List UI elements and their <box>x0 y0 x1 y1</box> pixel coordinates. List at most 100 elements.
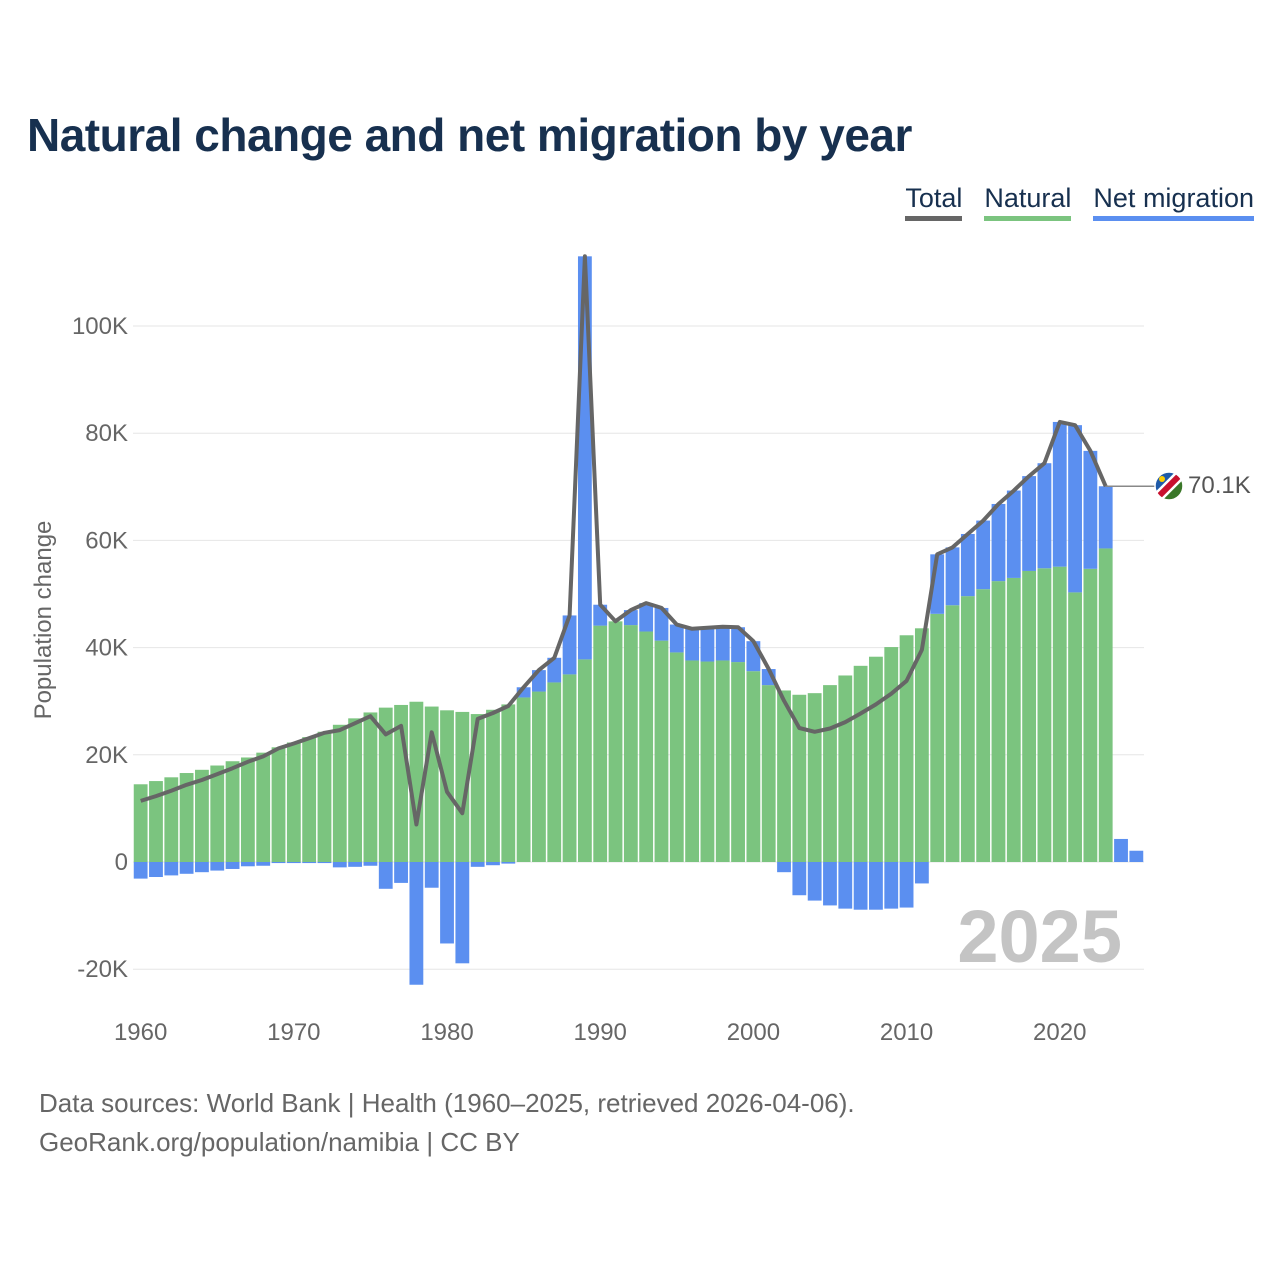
natural-bar <box>286 742 301 862</box>
natural-bar <box>899 635 914 862</box>
natural-bar <box>332 724 347 862</box>
y-tick-labels: -20K 0 20K 40K 60K 80K 100K <box>72 313 128 983</box>
natural-bar <box>1006 577 1021 862</box>
natural-bar <box>884 647 899 862</box>
natural-bar <box>731 662 745 862</box>
total-line <box>140 254 1108 827</box>
natural-bar <box>639 631 654 862</box>
natural-bar <box>960 596 975 862</box>
migration-bar <box>256 862 271 866</box>
migration-bar <box>409 862 424 985</box>
natural-bar <box>1052 566 1067 862</box>
natural-bar <box>807 693 822 862</box>
natural-bar <box>1098 548 1113 862</box>
migration-bar <box>777 862 791 873</box>
natural-bar <box>700 661 715 862</box>
migration-bar <box>945 547 960 606</box>
migration-bar <box>1129 850 1144 862</box>
legend-total[interactable]: Total <box>905 182 963 221</box>
natural-bar <box>164 777 179 862</box>
migration-bar <box>700 627 715 662</box>
migration-bar <box>424 862 439 888</box>
natural-bar <box>715 660 730 862</box>
natural-bar <box>991 581 1006 862</box>
migration-bar <box>286 862 301 864</box>
migration-bar <box>1052 421 1067 567</box>
end-value-label: 70.1K <box>1188 472 1251 499</box>
migration-bar <box>639 603 654 632</box>
y-tick-label: 0 <box>115 849 128 876</box>
legend-net-migration[interactable]: Net migration <box>1093 182 1254 221</box>
migration-bar <box>547 657 562 683</box>
natural-bar <box>179 773 194 862</box>
migration-bar <box>807 862 822 901</box>
migration-bar <box>577 256 592 660</box>
natural-bar <box>256 752 271 862</box>
natural-bar <box>823 685 837 862</box>
natural-bar <box>547 682 562 862</box>
migration-bar <box>869 862 883 910</box>
natural-bar <box>792 694 807 862</box>
natural-bar <box>516 697 531 862</box>
grid-lines <box>133 325 1144 970</box>
natural-bar <box>409 701 424 862</box>
migration-bar <box>164 862 179 876</box>
y-tick-label: 40K <box>85 635 128 662</box>
migration-bar <box>654 607 669 641</box>
migration-bar <box>669 624 684 653</box>
natural-bar <box>240 757 255 862</box>
migration-bar <box>715 626 730 661</box>
data-source-text: Data sources: World Bank | Health (1960–… <box>39 1088 855 1118</box>
natural-bar <box>225 761 240 862</box>
natural-bar <box>348 718 363 862</box>
natural-bar <box>761 685 776 862</box>
migration-bar <box>348 862 363 867</box>
attribution-link[interactable]: GeoRank.org/population/namibia | CC BY <box>39 1127 520 1157</box>
natural-bar <box>133 784 148 862</box>
natural-bar <box>669 652 684 862</box>
migration-bar <box>1037 463 1052 569</box>
x-tick-label: 2020 <box>1033 1019 1086 1046</box>
natural-bar <box>608 621 623 862</box>
migration-bar <box>914 862 929 884</box>
natural-bar <box>577 659 592 862</box>
natural-bar <box>1068 592 1082 862</box>
natural-bar <box>976 589 991 862</box>
natural-bar <box>623 625 638 862</box>
x-tick-label: 1980 <box>420 1019 473 1046</box>
migration-bar <box>378 862 393 889</box>
migration-bar <box>133 862 148 879</box>
migration-bar <box>240 862 255 867</box>
natural-bar <box>210 765 225 862</box>
migration-bar <box>210 862 225 871</box>
migration-bar <box>501 862 516 864</box>
migration-bar <box>792 862 807 896</box>
natural-bar <box>424 706 439 862</box>
natural-bar <box>470 714 485 862</box>
migration-bar <box>332 862 347 868</box>
natural-bar <box>654 640 669 862</box>
migration-bar <box>394 862 408 883</box>
bars <box>133 256 1144 985</box>
legend-natural[interactable]: Natural <box>984 182 1072 221</box>
natural-bar <box>455 711 470 862</box>
natural-bar <box>685 660 700 862</box>
natural-bar <box>271 747 286 862</box>
x-tick-label: 1970 <box>267 1019 320 1046</box>
migration-bar <box>516 687 531 698</box>
natural-bar <box>302 737 317 862</box>
migration-bar <box>455 862 470 964</box>
natural-bar <box>914 628 929 862</box>
migration-bar <box>271 862 286 864</box>
migration-bar <box>1022 476 1037 571</box>
migration-bar <box>486 862 500 866</box>
migration-bar <box>1114 838 1128 862</box>
natural-bar <box>746 671 761 862</box>
natural-bar <box>945 605 960 862</box>
migration-bar <box>363 862 378 866</box>
migration-bar <box>685 628 700 661</box>
natural-bar <box>562 674 577 862</box>
migration-bar <box>195 862 209 873</box>
namibia-flag-icon <box>1154 471 1184 501</box>
y-tick-label: 80K <box>85 420 128 447</box>
